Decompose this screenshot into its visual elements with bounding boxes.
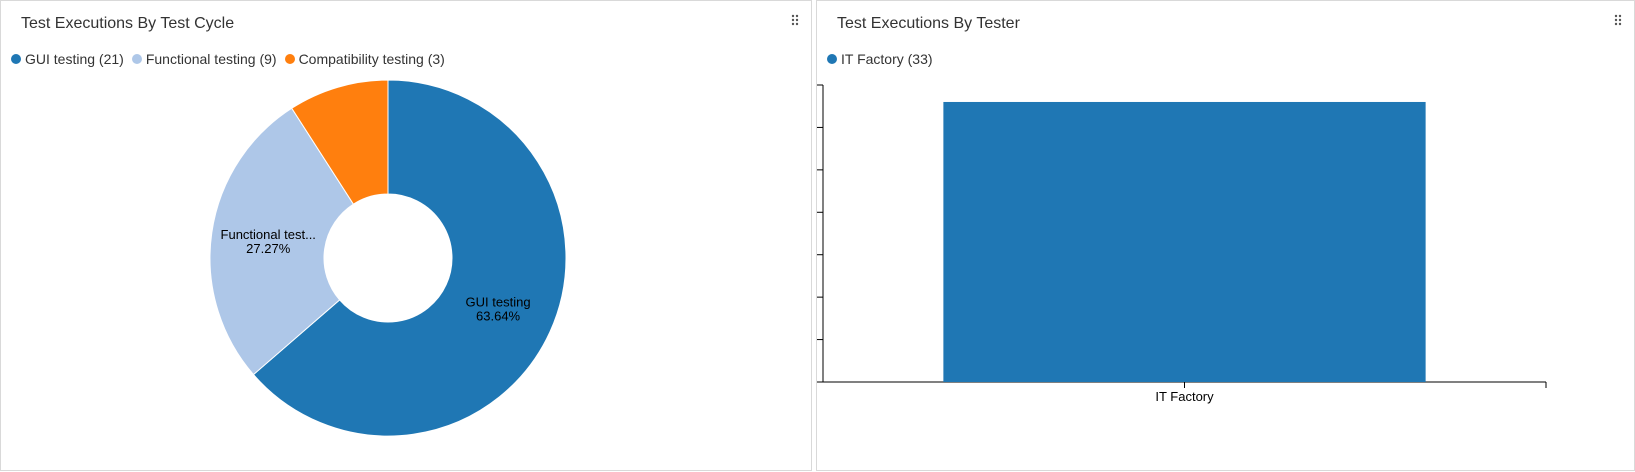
legend-dot-icon xyxy=(131,54,142,64)
pie-slice-functional-testing[interactable] xyxy=(209,107,355,376)
pie-slice-compatibility-testing[interactable] xyxy=(291,79,389,205)
legend-label: IT Factory (33) xyxy=(841,51,933,67)
legend-item-it-factory[interactable]: IT Factory (33) xyxy=(827,51,933,67)
panel-title: Test Executions By Test Cycle xyxy=(21,15,235,32)
drag-handle-icon[interactable] xyxy=(1614,14,1622,26)
legend-label: Functional testing (9) xyxy=(145,51,277,67)
drag-handle-icon[interactable] xyxy=(791,14,799,26)
panel-tester: Test Executions By Tester IT Factory (33… xyxy=(816,0,1635,471)
slice-percent-label: 27.27% xyxy=(246,241,291,256)
legend-dot-icon xyxy=(284,54,295,64)
slice-percent-label: 63.64% xyxy=(476,308,521,323)
legend-item-functional-testing[interactable]: Functional testing (9) xyxy=(131,51,277,67)
bar-it-factory[interactable] xyxy=(943,101,1426,382)
legend-label: Compatibility testing (3) xyxy=(298,51,445,67)
panel-test-cycle: Test Executions By Test Cycle GUI testin… xyxy=(0,0,812,471)
bar-chart: 05101520253035IT Factory xyxy=(817,84,1547,404)
pie-slice-gui-testing[interactable] xyxy=(252,79,567,437)
legend-dot-icon xyxy=(11,54,21,64)
slice-label: Functional test... xyxy=(221,227,316,242)
panel-title: Test Executions By Tester xyxy=(837,15,1020,32)
x-tick-label: IT Factory xyxy=(1155,389,1214,404)
legend-label: GUI testing (21) xyxy=(25,51,124,67)
legend-item-gui-testing[interactable]: GUI testing (21) xyxy=(11,51,124,67)
legend: GUI testing (21) Functional testing (9) … xyxy=(11,51,453,67)
legend: IT Factory (33) xyxy=(827,51,941,67)
legend-dot-icon xyxy=(827,54,837,64)
legend-item-compatibility-testing[interactable]: Compatibility testing (3) xyxy=(284,51,445,67)
slice-label: GUI testing xyxy=(466,294,531,309)
